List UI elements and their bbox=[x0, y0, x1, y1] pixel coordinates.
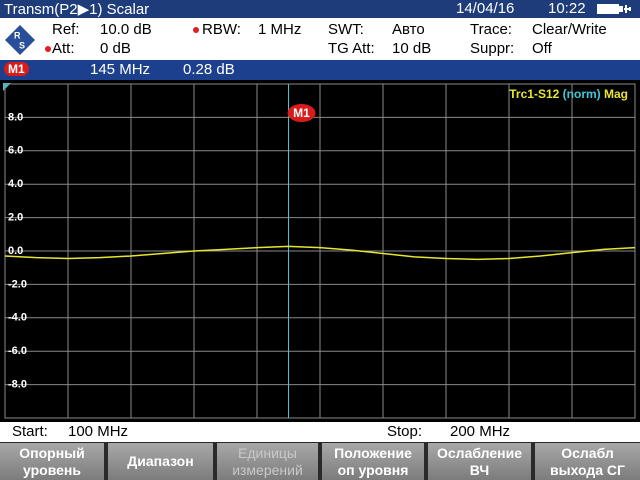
att-value: 0 dB bbox=[100, 40, 131, 57]
y-tick-label: -2.0 bbox=[8, 278, 27, 290]
swt-value: Авто bbox=[392, 21, 425, 38]
marker-badge: M1 bbox=[4, 62, 29, 76]
y-tick-label: -4.0 bbox=[8, 312, 27, 324]
att-indicator bbox=[45, 46, 51, 52]
title-bar: Transm(P2▶1) Scalar 14/04/16 10:22 bbox=[0, 0, 640, 18]
rbw-label: RBW: bbox=[202, 21, 241, 38]
softkey-label: Ослабл bbox=[561, 444, 614, 461]
y-tick-label: 2.0 bbox=[8, 212, 23, 224]
y-tick-label: 0.0 bbox=[8, 245, 23, 257]
trace-format: Mag bbox=[604, 87, 628, 101]
softkey[interactable]: Единицы измерений bbox=[217, 443, 318, 480]
softkey-label: ВЧ bbox=[469, 461, 490, 478]
svg-text:S: S bbox=[19, 40, 25, 50]
softkey-label: Ослабление bbox=[437, 444, 522, 461]
time: 10:22 bbox=[548, 0, 586, 17]
softkey[interactable]: Диапазон bbox=[108, 443, 213, 480]
y-tick-label: 4.0 bbox=[8, 178, 23, 190]
logo: RS bbox=[5, 25, 35, 55]
rbw-indicator bbox=[193, 27, 199, 33]
y-tick-label: 8.0 bbox=[8, 111, 23, 123]
date: 14/04/16 bbox=[456, 0, 515, 17]
softkey-label: Единицы bbox=[238, 444, 297, 461]
softkey[interactable]: Ослабление ВЧ bbox=[428, 443, 531, 480]
y-tick-label: 6.0 bbox=[8, 145, 23, 157]
svg-text:R: R bbox=[14, 30, 21, 40]
frequency-row: Start: 100 MHz Stop: 200 MHz bbox=[0, 422, 640, 442]
ref-label: Ref: bbox=[52, 21, 80, 38]
start-value: 100 MHz bbox=[68, 423, 129, 440]
marker-row: M1 145 MHz 0.28 dB bbox=[0, 60, 640, 80]
stop-value: 200 MHz bbox=[450, 423, 511, 440]
trace bbox=[4, 245, 636, 261]
rbw-value: 1 MHz bbox=[258, 21, 302, 38]
stop-label: Stop: bbox=[387, 423, 423, 440]
softkey-label: выхода СГ bbox=[550, 461, 625, 478]
softkey[interactable]: Положение оп уровня bbox=[322, 443, 424, 480]
marker-frequency: 145 MHz bbox=[90, 61, 151, 78]
trace-plot: 8.0 6.0 4.0 2.0 0.0 -2.0 -4.0 -6.0 -8.0 M1 Trc1-S1… bbox=[0, 80, 640, 422]
tg-att-label: TG Att: bbox=[328, 40, 375, 57]
mode-title: Transm(P2▶1) Scalar bbox=[4, 1, 150, 18]
softkey-label: Положение bbox=[334, 444, 412, 461]
trace-mode: (norm) bbox=[563, 87, 601, 101]
trace-legend: Trc1-S12 (norm) Mag bbox=[509, 87, 628, 101]
battery-icon bbox=[597, 4, 631, 14]
trace-name: Trc1-S12 bbox=[509, 87, 559, 101]
softkey-label: измерений bbox=[232, 461, 303, 478]
y-tick-label: -8.0 bbox=[8, 379, 27, 391]
marker-flag-bg bbox=[287, 104, 316, 122]
ref-value: 10.0 dB bbox=[100, 21, 152, 38]
tg-att-value: 10 dB bbox=[392, 40, 432, 57]
start-label: Start: bbox=[12, 423, 48, 440]
softkey[interactable]: Ослабл выхода СГ bbox=[535, 443, 640, 480]
softkey-label: уровень bbox=[23, 461, 81, 478]
suppr-value: Off bbox=[532, 40, 552, 57]
marker-flag: M1 bbox=[287, 104, 316, 122]
suppr-label: Suppr: bbox=[470, 40, 515, 57]
softkey[interactable]: Опорный уровень bbox=[0, 443, 104, 480]
softkey-bar: Опорный уровень Диапазон Единицы измерений По… bbox=[0, 442, 640, 480]
swt-label: SWT: bbox=[328, 21, 364, 38]
att-label: Att: bbox=[52, 40, 75, 57]
softkey-label: Диапазон bbox=[127, 453, 194, 469]
trace-value: Clear/Write bbox=[532, 21, 607, 38]
softkey-label: Опорный bbox=[19, 444, 85, 461]
marker-level: 0.28 dB bbox=[183, 61, 235, 78]
marker-flag-label: M1 bbox=[293, 106, 310, 120]
softkey-label: оп уровня bbox=[337, 461, 409, 478]
trace-label: Trace: bbox=[470, 21, 512, 38]
y-tick-label: -6.0 bbox=[8, 345, 27, 357]
